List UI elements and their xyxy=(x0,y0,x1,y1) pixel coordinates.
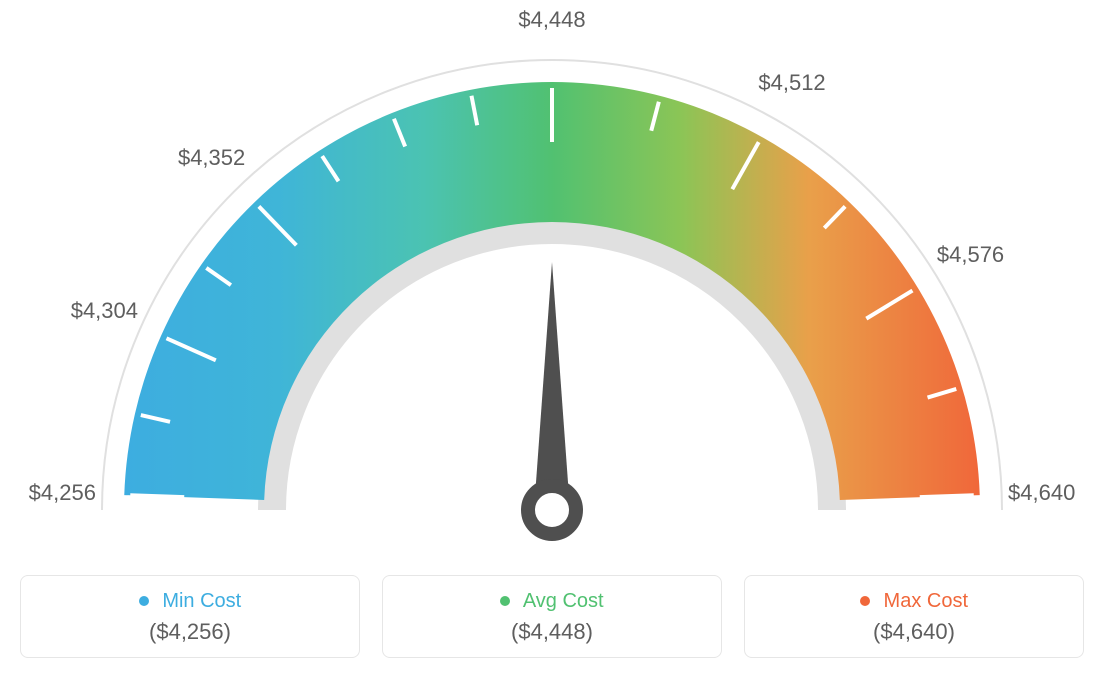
max-cost-card: Max Cost ($4,640) xyxy=(744,575,1084,658)
avg-cost-label-text: Avg Cost xyxy=(523,590,604,612)
avg-dot-icon xyxy=(500,596,510,606)
gauge-tick xyxy=(920,495,974,497)
gauge-tick-label: $4,256 xyxy=(29,480,96,506)
gauge-tick-label: $4,448 xyxy=(518,7,585,33)
min-cost-card: Min Cost ($4,256) xyxy=(20,575,360,658)
min-cost-label-text: Min Cost xyxy=(162,590,241,612)
gauge-tick-label: $4,512 xyxy=(758,70,825,96)
gauge-needle xyxy=(534,262,570,510)
gauge-tick-label: $4,352 xyxy=(178,145,245,171)
max-cost-label: Max Cost xyxy=(745,590,1083,613)
gauge-tick-label: $4,304 xyxy=(71,298,138,324)
gauge-tick-label: $4,576 xyxy=(937,242,1004,268)
gauge-tick-label: $4,640 xyxy=(1008,480,1075,506)
min-cost-value: ($4,256) xyxy=(21,619,359,645)
gauge-chart: $4,256 $4,304 $4,352 $4,448 $4,512 $4,576 $4,6… xyxy=(0,0,1104,560)
avg-cost-card: Avg Cost ($4,448) xyxy=(382,575,722,658)
min-cost-label: Min Cost xyxy=(21,590,359,613)
cost-cards-row: Min Cost ($4,256) Avg Cost ($4,448) Max … xyxy=(0,575,1104,658)
gauge-svg xyxy=(0,0,1104,560)
max-cost-label-text: Max Cost xyxy=(884,590,968,612)
gauge-tick xyxy=(130,495,184,497)
max-dot-icon xyxy=(860,596,870,606)
avg-cost-label: Avg Cost xyxy=(383,590,721,613)
max-cost-value: ($4,640) xyxy=(745,619,1083,645)
gauge-hub xyxy=(528,486,576,534)
avg-cost-value: ($4,448) xyxy=(383,619,721,645)
min-dot-icon xyxy=(139,596,149,606)
